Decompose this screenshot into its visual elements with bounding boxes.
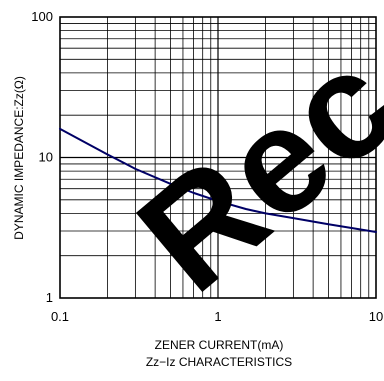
x-tick-label: 0.1	[51, 309, 69, 324]
grid-lines	[60, 17, 376, 298]
x-tick-label: 10	[369, 309, 383, 324]
y-axis-title: DYNAMIC IMPEDANCE:Zz(Ω)	[12, 76, 26, 240]
plot-frame	[59, 16, 377, 299]
x-tick-labels: 0.1 1 10	[51, 309, 383, 324]
series-layer	[59, 127, 377, 233]
series-line	[59, 127, 377, 233]
y-tick-label: 100	[31, 9, 53, 24]
x-tick-label: 1	[214, 309, 221, 324]
y-tick-label: 1	[46, 290, 53, 305]
x-axis-title: ZENER CURRENT(mA)	[155, 338, 284, 352]
y-tick-label: 10	[39, 150, 53, 165]
y-tick-labels: 1 10 100	[31, 9, 53, 305]
chart-caption: Zz−Iz CHARACTERISTICS	[146, 355, 292, 369]
